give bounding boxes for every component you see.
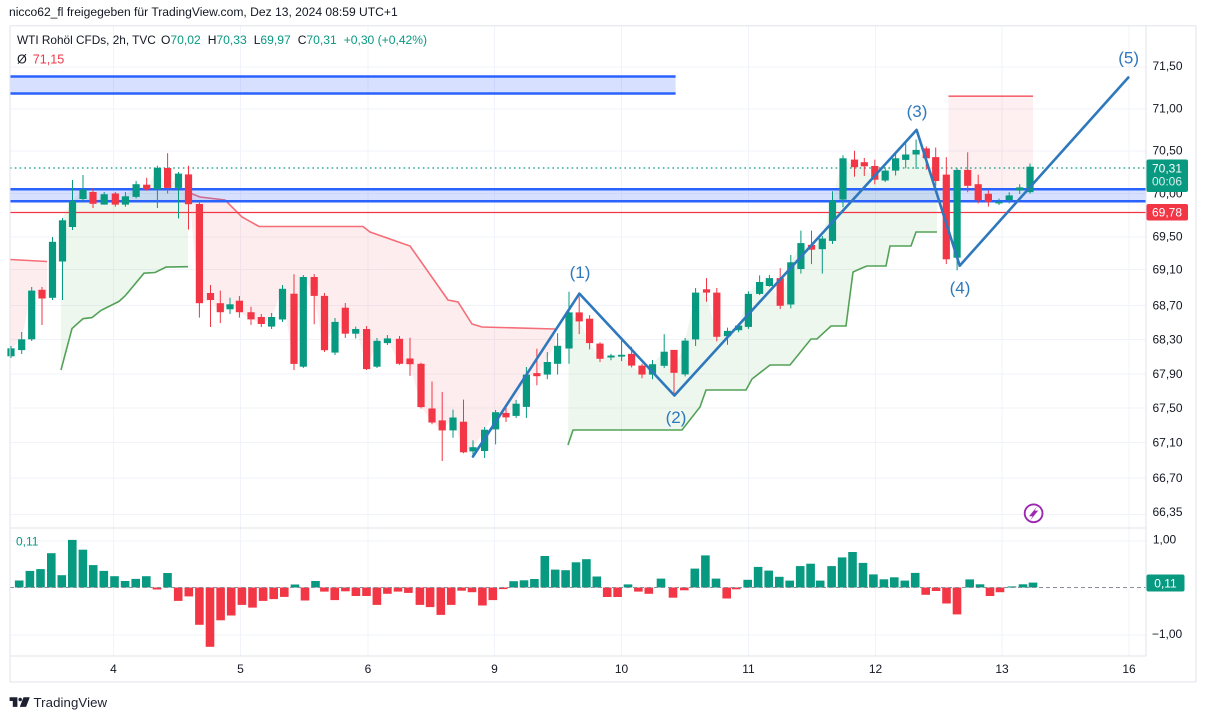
svg-text:4: 4	[110, 662, 117, 676]
svg-text:00:06: 00:06	[1152, 175, 1182, 189]
svg-text:9: 9	[491, 662, 498, 676]
svg-text:(5): (5)	[1118, 49, 1139, 68]
svg-text:(2): (2)	[666, 408, 687, 427]
svg-text:Ø71,15: Ø 71,15	[17, 53, 64, 67]
svg-text:0,11: 0,11	[16, 535, 39, 549]
svg-text:71,50: 71,50	[1152, 59, 1182, 73]
svg-text:66,70: 66,70	[1152, 471, 1182, 485]
svg-text:67,50: 67,50	[1152, 401, 1182, 415]
svg-text:TradingView: TradingView	[34, 695, 108, 710]
svg-text:WTI Rohöl CFDs, 2h, TVC: WTI Rohöl CFDs, 2h, TVC	[17, 33, 156, 47]
svg-text:1,00: 1,00	[1153, 533, 1177, 547]
svg-text:(3): (3)	[907, 102, 928, 121]
svg-text:nicco62_fl freigegeben für Tra: nicco62_fl freigegeben für TradingView.c…	[9, 5, 398, 19]
svg-text:−1,00: −1,00	[1152, 627, 1183, 641]
svg-text:70,31: 70,31	[1152, 162, 1182, 176]
svg-text:69,50: 69,50	[1152, 230, 1182, 244]
svg-text:13: 13	[995, 662, 1009, 676]
svg-text:5: 5	[237, 662, 244, 676]
svg-text:67,10: 67,10	[1152, 436, 1182, 450]
svg-text:(4): (4)	[950, 279, 971, 298]
svg-text:10: 10	[615, 662, 629, 676]
svg-text:67,90: 67,90	[1152, 367, 1182, 381]
svg-text:71,00: 71,00	[1152, 102, 1182, 116]
svg-text:69,78: 69,78	[1152, 206, 1182, 220]
svg-text:16: 16	[1122, 662, 1136, 676]
svg-text:11: 11	[742, 662, 755, 676]
svg-text:0,11: 0,11	[1154, 576, 1177, 590]
svg-text:68,30: 68,30	[1152, 333, 1182, 347]
svg-text:(1): (1)	[570, 263, 591, 282]
svg-text:66,35: 66,35	[1152, 505, 1182, 519]
svg-text:12: 12	[869, 662, 883, 676]
svg-text:68,70: 68,70	[1152, 299, 1182, 313]
svg-text:70,50: 70,50	[1152, 144, 1182, 158]
svg-text:69,10: 69,10	[1152, 263, 1182, 277]
svg-text:6: 6	[365, 662, 372, 676]
